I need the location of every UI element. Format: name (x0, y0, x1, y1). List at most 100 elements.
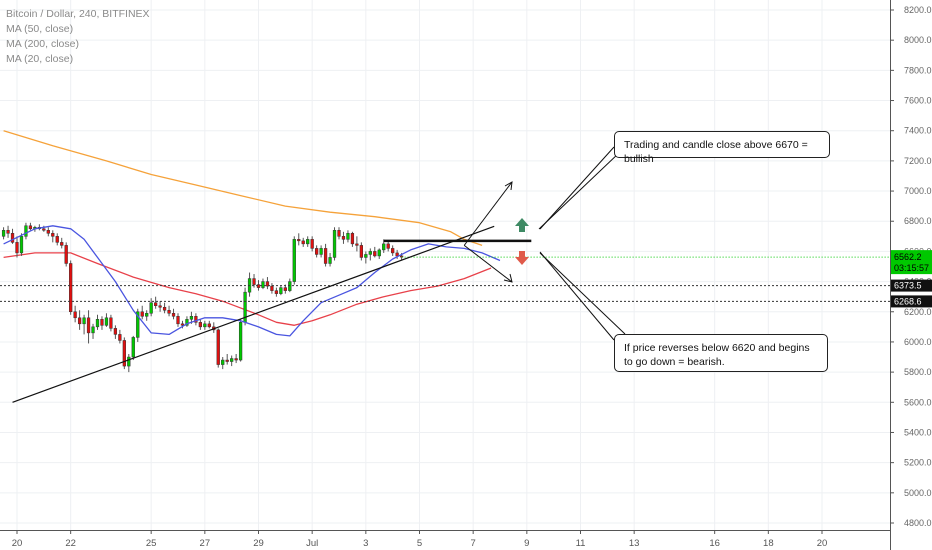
candle-body (297, 239, 301, 242)
candle-body (86, 317, 91, 334)
x-tick-label: 7 (471, 538, 476, 549)
x-tick-label: 16 (709, 538, 720, 549)
candle-body (194, 316, 198, 323)
ma-20-path (3, 225, 501, 337)
y-tick-label: 7200.0 (904, 156, 932, 166)
level-price-tag-text: 6373.5 (894, 281, 922, 291)
candle-body (162, 306, 167, 311)
candle-body (118, 334, 122, 341)
candle-body (373, 251, 377, 257)
candle-body (234, 358, 238, 361)
y-tick-label: 5200.0 (904, 458, 932, 468)
candle-body (82, 317, 86, 325)
y-tick-label: 7400.0 (904, 126, 932, 136)
candle-body (337, 230, 341, 237)
y-tick-label: 8200.0 (904, 5, 932, 15)
y-tick-label: 4800.0 (904, 518, 932, 528)
y-tick-label: 5600.0 (904, 397, 932, 407)
ma-20-line (3, 225, 501, 337)
legend-ma-50[interactable]: MA (50, close) (6, 23, 74, 35)
candle-body (42, 228, 46, 231)
candle-body (341, 236, 346, 240)
candle-body (288, 281, 292, 291)
candle-body (368, 251, 372, 255)
y-tick-label: 7800.0 (904, 65, 932, 75)
candle-body (64, 245, 68, 264)
x-tick-label: 20 (817, 538, 828, 549)
candle-body (60, 242, 64, 246)
x-tick-label: 5 (417, 538, 422, 549)
candle-body (140, 311, 144, 317)
ma-200-line (3, 130, 483, 247)
candle-body (323, 248, 328, 264)
legend-ma-200[interactable]: MA (200, close) (6, 38, 79, 50)
last-price-tag-text: 6562.2 (894, 252, 922, 262)
chart-drawings[interactable] (0, 132, 890, 403)
candle-body (91, 326, 95, 334)
bullish-projection-arrowhead (504, 181, 513, 191)
x-tick-label: 9 (524, 538, 529, 549)
y-tick-label: 5000.0 (904, 488, 932, 498)
candle-body (256, 284, 261, 288)
candle-body (265, 281, 270, 287)
candle-body (51, 233, 55, 237)
candle-body (69, 263, 73, 313)
candle-body (127, 356, 131, 367)
level-price-tag (891, 279, 932, 292)
candle-body (95, 319, 100, 328)
bearish-callout-pointer-2 (539, 252, 626, 335)
candle-body (154, 302, 158, 306)
candle-body (292, 239, 296, 282)
candle-body (301, 240, 305, 245)
candle-body (46, 230, 50, 234)
candle-body (10, 233, 15, 243)
x-tick-label: Jul (306, 538, 318, 549)
legend-ma-20[interactable]: MA (20, close) (6, 53, 74, 65)
y-tick-label: 5800.0 (904, 367, 932, 377)
candle-body (19, 236, 24, 254)
candle-body (145, 313, 149, 317)
candle-body (176, 316, 180, 325)
bearish-projection-line[interactable] (463, 244, 513, 283)
candle-body (328, 257, 332, 264)
candle-body (73, 311, 77, 319)
ma-50-line (3, 252, 492, 326)
candle-body (207, 323, 211, 328)
candle-body (310, 239, 314, 249)
candle-body (171, 313, 176, 317)
candle-body (386, 243, 390, 249)
y-tick-label: 7600.0 (904, 96, 932, 106)
candle-body (100, 319, 104, 326)
y-tick-label: 7000.0 (904, 186, 932, 196)
x-tick-label: 13 (629, 538, 640, 549)
candle-body (270, 285, 274, 291)
candle-body (149, 302, 153, 314)
candle-body (261, 281, 265, 288)
x-tick-label: 11 (576, 538, 586, 549)
y-tick-label: 6000.0 (904, 337, 932, 347)
candle-body (306, 239, 310, 245)
bullish-callout[interactable]: Trading and candle close above 6670 = bu… (614, 131, 830, 165)
ascending-trendline[interactable] (12, 225, 495, 403)
candle-body (382, 243, 386, 251)
y-tick-label: 6200.0 (904, 307, 932, 317)
level-price-tag (891, 295, 932, 308)
arrow-down-icon (515, 251, 529, 265)
candle-body (104, 317, 109, 326)
candle-body (77, 317, 82, 325)
candlestick-series (1, 222, 404, 373)
bearish-projection-arrowhead (503, 273, 513, 283)
candle-body (185, 319, 189, 326)
bullish-projection-line[interactable] (463, 181, 513, 246)
chart-legend: Bitcoin / Dollar, 240, BITFINEX MA (50, … (6, 7, 150, 67)
legend-title[interactable]: Bitcoin / Dollar, 240, BITFINEX (6, 8, 150, 20)
candle-body (180, 323, 185, 326)
x-tick-label: 20 (12, 538, 23, 549)
candle-body (359, 245, 363, 258)
candle-body (136, 311, 140, 338)
countdown-text: 03:15:57 (894, 263, 929, 273)
bearish-callout[interactable]: If price reverses below 6620 and begins … (614, 334, 828, 372)
candle-body (332, 230, 337, 258)
